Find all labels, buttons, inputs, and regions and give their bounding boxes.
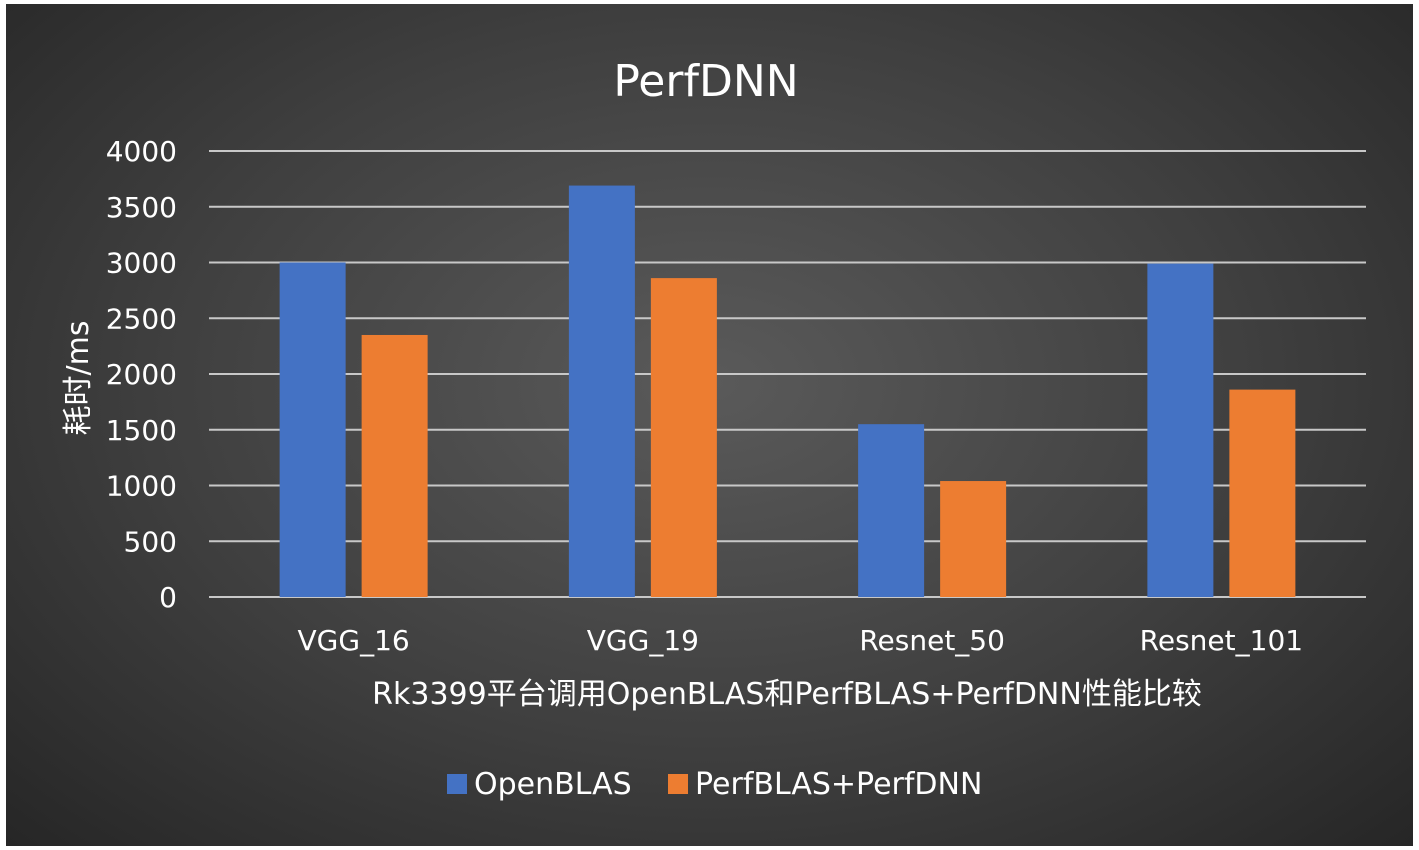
x-axis-title: Rk3399平台调用OpenBLAS和PerfBLAS+PerfDNN性能比较 (372, 677, 1202, 712)
y-tick-label: 3000 (106, 247, 177, 280)
x-category-label: Resnet_101 (1140, 624, 1303, 657)
legend: OpenBLAS PerfBLAS+PerfDNN (447, 767, 982, 802)
legend-swatch (668, 774, 688, 794)
bar-chart: PerfDNN 0 500 1000 1500 2000 2500 3000 3500 4000… (61, 56, 1366, 802)
legend-swatch (447, 774, 467, 794)
bar-openblas-vgg_16 (279, 262, 346, 597)
y-tick-label: 2000 (106, 358, 177, 391)
legend-label: OpenBLAS (474, 767, 632, 802)
y-tick-label: 1000 (106, 470, 177, 503)
x-axis-categories: VGG_16 VGG_19 Resnet_50 Resnet_101 (298, 624, 1304, 657)
y-tick-label: 4000 (106, 135, 177, 168)
bar-perfblas-perfdnn-resnet_50 (940, 481, 1007, 597)
bar-perfblas-perfdnn-vgg_19 (650, 278, 717, 597)
y-tick-label: 1500 (106, 414, 177, 447)
bar-openblas-vgg_19 (568, 185, 635, 597)
x-category-label: VGG_16 (298, 624, 410, 657)
x-category-label: Resnet_50 (859, 624, 1005, 657)
y-axis-ticks: 0 500 1000 1500 2000 2500 3000 3500 4000 (106, 135, 177, 614)
bars (279, 185, 1296, 597)
bar-perfblas-perfdnn-resnet_101 (1229, 389, 1296, 597)
y-tick-label: 2500 (106, 302, 177, 335)
bar-openblas-resnet_101 (1147, 263, 1214, 597)
bar-openblas-resnet_50 (858, 424, 925, 597)
chart-title: PerfDNN (613, 56, 798, 107)
legend-label: PerfBLAS+PerfDNN (695, 767, 982, 802)
y-tick-label: 3500 (106, 191, 177, 224)
bar-perfblas-perfdnn-vgg_16 (361, 334, 428, 597)
y-tick-label: 500 (124, 525, 177, 558)
y-tick-label: 0 (159, 581, 177, 614)
y-axis-title: 耗时/ms (61, 321, 96, 436)
chart-frame: PerfDNN 0 500 1000 1500 2000 2500 3000 3500 4000… (6, 4, 1413, 846)
x-category-label: VGG_19 (587, 624, 699, 657)
